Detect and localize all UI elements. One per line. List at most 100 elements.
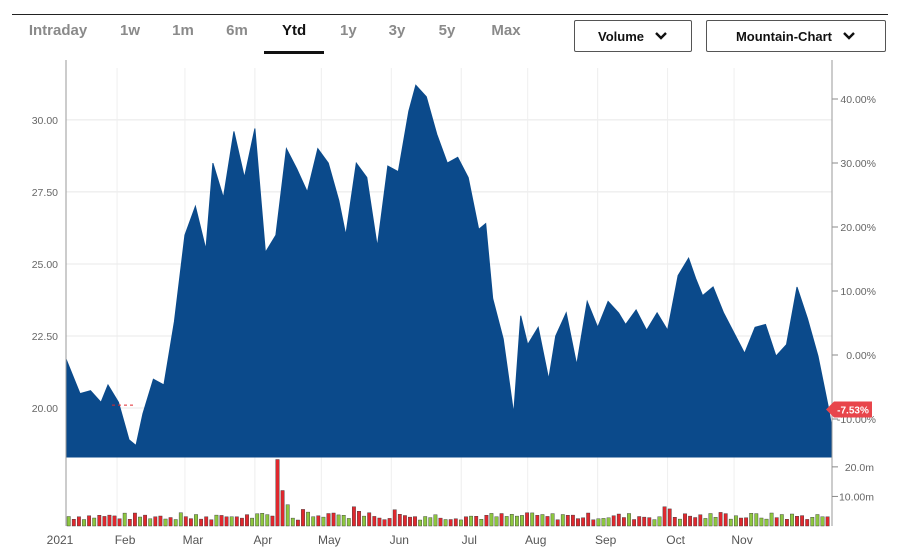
tab-1m[interactable]: 1m (172, 22, 194, 52)
volume-bar (494, 516, 499, 527)
volume-bar (576, 518, 580, 527)
tab-label: 5y (438, 22, 456, 39)
volume-bar (815, 514, 820, 527)
top-divider (12, 14, 888, 15)
volume-bar (428, 517, 433, 527)
volume-bar (173, 519, 178, 527)
volume-bar (688, 515, 693, 527)
volume-bar (810, 517, 815, 527)
volume-dropdown-label: Volume (598, 28, 644, 44)
chart-svg: 30.00 27.50 25.00 22.50 20.00 40.00% 30.00% 20.… (32, 60, 876, 547)
volume-bar (713, 517, 718, 527)
volume-bar (642, 516, 647, 527)
volume-bar (678, 518, 682, 527)
volume-bar (382, 519, 387, 527)
change-badge (826, 401, 872, 418)
change-badge-label: -7.53% (837, 405, 869, 416)
volume-bar (214, 514, 219, 527)
volume-bar (601, 518, 606, 527)
chart-type-dropdown[interactable]: Mountain-Chart (706, 20, 886, 52)
volume-bar (219, 515, 224, 527)
volume-bar (168, 517, 173, 527)
tab-intraday[interactable]: Intraday (28, 22, 88, 52)
volume-bar (387, 518, 392, 527)
volume-bar (484, 515, 489, 527)
volume-bar (194, 514, 198, 527)
volume-bar (657, 516, 662, 527)
volume-bar (255, 513, 260, 527)
volume-bar (459, 519, 463, 527)
tab-6m[interactable]: 6m (226, 22, 248, 52)
volume-bar (795, 516, 799, 527)
volume-bar (204, 516, 209, 527)
volume-bar (667, 508, 672, 527)
volume-bar (413, 516, 417, 527)
volume-bar (555, 519, 560, 527)
tab-1w[interactable]: 1w (120, 22, 140, 52)
chevron-down-icon (654, 29, 668, 44)
volume-bar (260, 513, 265, 527)
tab-max[interactable]: Max (490, 22, 522, 52)
volume-bar (550, 513, 555, 527)
volume-bar (754, 513, 759, 527)
price-chart[interactable]: 30.00 27.50 25.00 22.50 20.00 40.00% 30.00% 20.… (0, 60, 900, 555)
volume-bar (474, 516, 479, 527)
volume-bar (346, 518, 351, 527)
volume-bar (739, 517, 743, 527)
volume-bar (734, 515, 738, 527)
volume-bar (132, 512, 137, 527)
volume-bar (321, 516, 326, 527)
volume-bar (433, 514, 438, 527)
volume-bar (581, 517, 586, 527)
tab-ytd[interactable]: Ytd (264, 22, 324, 54)
volume-bar (718, 512, 723, 527)
volume-bar (301, 509, 305, 527)
volume-bar (296, 519, 300, 527)
volume-bar (586, 512, 591, 527)
x-tick-label: 2021 (47, 533, 74, 547)
volume-bar (683, 513, 687, 527)
volume-bar (148, 518, 153, 527)
volume-tick-label: 20.0m (845, 462, 874, 474)
volume-bar (469, 515, 473, 527)
price-tick-label: 27.50 (32, 187, 58, 199)
tab-label: 1w (120, 22, 141, 39)
percent-tick-label: 0.00% (846, 350, 876, 362)
volume-bar (341, 515, 346, 527)
volume-bar (153, 516, 158, 527)
volume-bar (504, 516, 509, 527)
volume-bar (525, 512, 530, 527)
tab-1y[interactable]: 1y (340, 22, 357, 52)
volume-bar (535, 515, 540, 527)
volume-bar (708, 513, 713, 527)
volume-bar (245, 514, 249, 527)
tab-3y[interactable]: 3y (388, 22, 406, 52)
volume-bar (728, 518, 733, 527)
volume-bar (423, 516, 428, 527)
volume-bar (122, 512, 127, 527)
volume-bar (372, 516, 377, 527)
volume-bar (800, 515, 805, 527)
volume-bar (637, 516, 642, 527)
volume-bar (183, 516, 188, 527)
volume-bar (785, 519, 789, 527)
volume-bar (352, 506, 356, 527)
volume-bar (647, 517, 652, 527)
tab-label: Intraday (28, 22, 88, 39)
volume-bar (224, 516, 229, 527)
volume-bar (622, 517, 626, 527)
volume-bar (820, 516, 825, 527)
volume-bar (403, 515, 407, 527)
percent-tick-label: 10.00% (840, 286, 876, 298)
volume-bar (611, 515, 616, 527)
volume-bar (825, 516, 830, 527)
volume-bar (520, 515, 524, 527)
percent-tick-label: 40.00% (840, 94, 876, 106)
tab-label: Ytd (282, 22, 307, 39)
volume-bar (107, 514, 112, 527)
volume-bar (591, 519, 596, 527)
volume-dropdown[interactable]: Volume (574, 20, 692, 52)
tab-5y[interactable]: 5y (438, 22, 456, 52)
volume-bar (448, 519, 453, 527)
volume-bar (234, 516, 239, 527)
